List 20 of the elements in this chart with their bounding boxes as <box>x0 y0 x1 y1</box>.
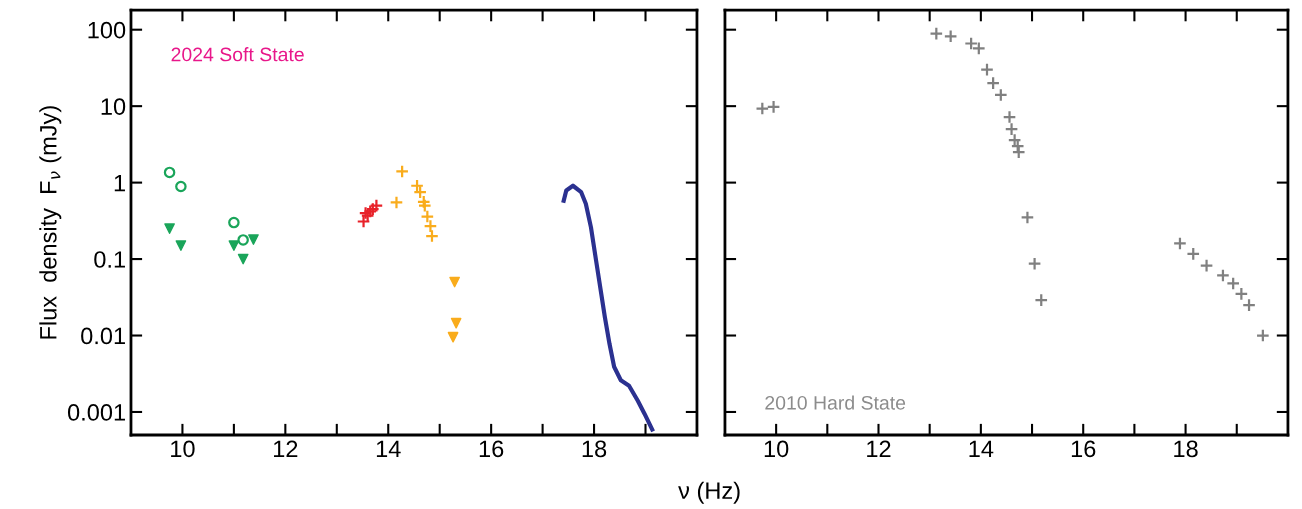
x-tick-label: 18 <box>582 440 607 458</box>
x-tick-label: 10 <box>764 440 789 458</box>
x-tick-label: 12 <box>274 440 298 457</box>
x-tick-label: 14 <box>376 440 401 457</box>
y-tick-label: 0.1 <box>94 251 125 268</box>
x-tick-label: 18 <box>1174 440 1198 458</box>
y-axis-title: Flux density F$_{ν}$ (mJy) <box>39 106 62 339</box>
x-tick-label: 10 <box>171 440 195 458</box>
y-tick-label: 100 <box>88 21 126 39</box>
y-tick-label: 0.01 <box>81 327 125 345</box>
y-tick-label: 10 <box>101 98 126 115</box>
x-tick-label: 12 <box>867 440 891 457</box>
y-tick-label: 1 <box>114 174 125 192</box>
x-tick-label: 16 <box>479 440 504 458</box>
x-axis-title: ν (Hz) <box>678 481 740 504</box>
annotation: 2010 Hard State <box>765 395 906 410</box>
x-tick-label: 16 <box>1071 440 1096 458</box>
y-tick-label: 0.001 <box>67 404 125 421</box>
annotation: 2024 Soft State <box>171 47 304 62</box>
x-tick-label: 14 <box>969 440 994 457</box>
